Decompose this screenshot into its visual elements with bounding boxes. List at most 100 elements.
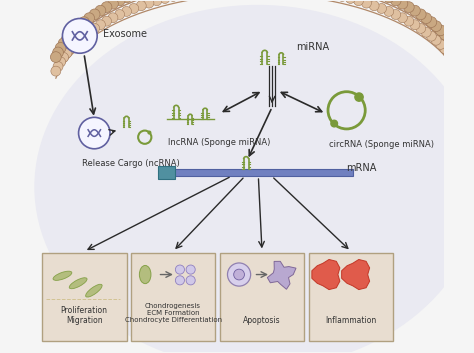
Text: Apoptosis: Apoptosis (243, 316, 281, 325)
Circle shape (84, 27, 94, 37)
Circle shape (89, 9, 100, 20)
Bar (219, 253, 304, 341)
Circle shape (168, 0, 178, 1)
Circle shape (384, 6, 394, 16)
Circle shape (74, 35, 84, 45)
Circle shape (228, 263, 251, 286)
Circle shape (79, 117, 110, 149)
Text: Proliferation
Migration: Proliferation Migration (61, 306, 108, 325)
Circle shape (108, 13, 118, 23)
Circle shape (121, 0, 132, 3)
Circle shape (175, 276, 184, 285)
Circle shape (444, 48, 454, 58)
Circle shape (115, 10, 125, 19)
Circle shape (427, 31, 436, 41)
Circle shape (55, 57, 65, 67)
Circle shape (383, 0, 394, 3)
Circle shape (55, 42, 66, 53)
Circle shape (58, 38, 69, 49)
Circle shape (377, 4, 386, 13)
Circle shape (62, 48, 72, 58)
Circle shape (346, 0, 356, 4)
Circle shape (186, 276, 195, 285)
Circle shape (452, 47, 463, 58)
Bar (309, 253, 393, 341)
Bar (42, 253, 127, 341)
Text: Exosome: Exosome (102, 29, 146, 39)
Polygon shape (342, 259, 370, 289)
Circle shape (63, 18, 97, 53)
Circle shape (79, 31, 89, 41)
Text: circRNA (Sponge miRNA): circRNA (Sponge miRNA) (329, 140, 434, 149)
Ellipse shape (69, 278, 87, 289)
Circle shape (454, 52, 465, 62)
Circle shape (84, 13, 94, 24)
Text: miRNA: miRNA (296, 42, 329, 53)
Circle shape (391, 10, 401, 19)
Circle shape (397, 0, 408, 9)
Circle shape (450, 57, 460, 67)
Text: Inflammation: Inflammation (325, 316, 376, 325)
Circle shape (66, 44, 76, 54)
Ellipse shape (53, 271, 72, 280)
Circle shape (403, 2, 414, 12)
Text: Release Cargo (ncRNA): Release Cargo (ncRNA) (82, 159, 180, 168)
Circle shape (421, 13, 431, 24)
Circle shape (160, 0, 170, 4)
Circle shape (331, 120, 337, 127)
Circle shape (447, 53, 457, 62)
Bar (131, 253, 216, 341)
Circle shape (51, 66, 61, 76)
Circle shape (426, 17, 437, 28)
Polygon shape (312, 259, 340, 289)
Circle shape (431, 21, 441, 31)
Text: mRNA: mRNA (346, 163, 377, 173)
Circle shape (421, 27, 431, 37)
Text: Chondrogenesis
ECM Formation
Chondrocyte Differentiation: Chondrogenesis ECM Formation Chondrocyte… (125, 303, 222, 323)
Circle shape (95, 20, 105, 30)
Circle shape (95, 5, 106, 16)
Circle shape (175, 265, 184, 274)
Circle shape (114, 0, 125, 6)
Circle shape (137, 1, 146, 11)
Circle shape (69, 25, 80, 36)
Circle shape (416, 23, 426, 34)
Circle shape (74, 21, 84, 31)
Circle shape (354, 0, 364, 6)
Ellipse shape (139, 265, 151, 284)
Ellipse shape (34, 5, 474, 353)
Circle shape (439, 29, 450, 40)
Circle shape (122, 6, 132, 16)
Circle shape (101, 2, 112, 12)
Circle shape (90, 23, 100, 34)
Circle shape (62, 34, 73, 44)
Circle shape (452, 61, 462, 71)
Circle shape (148, 131, 151, 134)
Circle shape (410, 5, 420, 16)
Circle shape (391, 0, 401, 6)
Circle shape (186, 265, 195, 274)
Circle shape (53, 47, 64, 58)
Circle shape (447, 38, 457, 49)
Ellipse shape (86, 284, 102, 297)
Circle shape (362, 0, 372, 8)
Circle shape (410, 20, 420, 30)
Circle shape (443, 34, 454, 44)
Circle shape (449, 42, 460, 53)
Circle shape (337, 0, 347, 1)
Circle shape (234, 269, 245, 280)
Circle shape (53, 61, 63, 71)
Polygon shape (267, 261, 296, 289)
Bar (163, 169, 353, 176)
Circle shape (108, 0, 118, 9)
Circle shape (59, 53, 69, 62)
Circle shape (404, 16, 414, 26)
Circle shape (436, 40, 446, 49)
Bar (157, 166, 175, 179)
Circle shape (144, 0, 154, 8)
Circle shape (435, 25, 446, 36)
Circle shape (79, 17, 90, 28)
Circle shape (70, 40, 80, 49)
Circle shape (65, 29, 76, 40)
Circle shape (398, 13, 407, 23)
